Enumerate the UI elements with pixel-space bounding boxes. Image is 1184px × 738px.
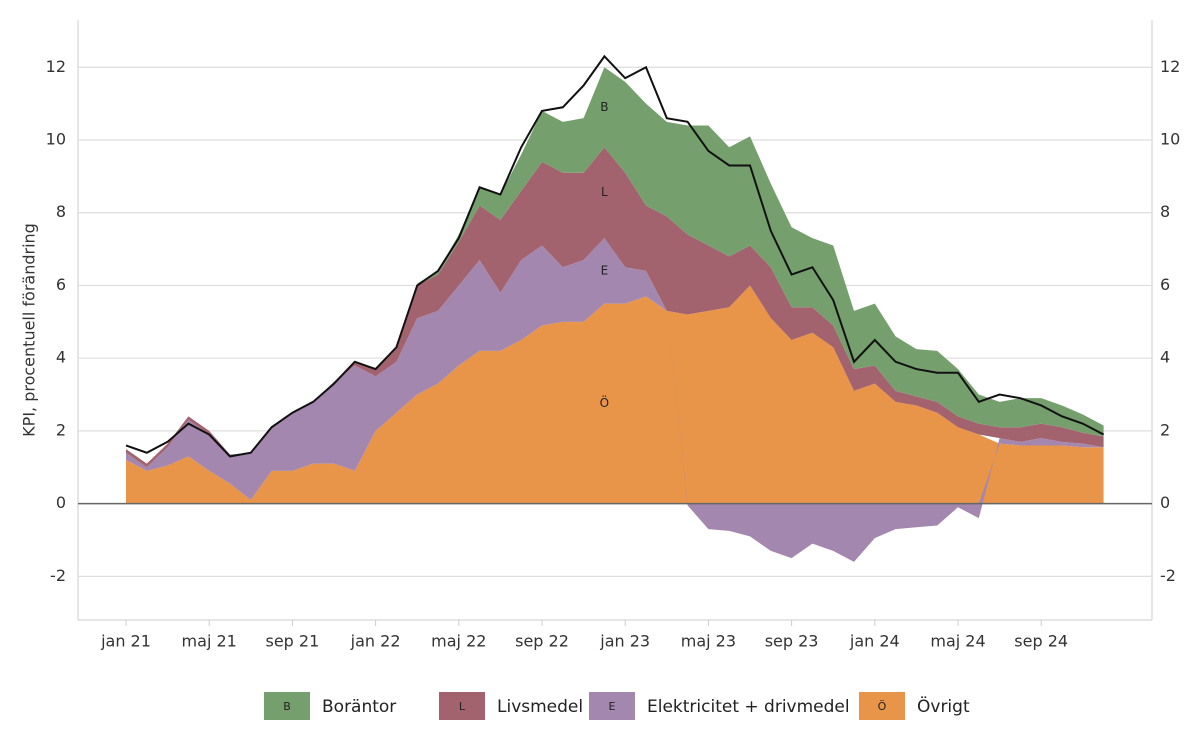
y-tick-label: 4 xyxy=(56,348,66,367)
y2-tick-label: 6 xyxy=(1160,275,1170,294)
area xyxy=(126,238,1104,562)
legend-letter: B xyxy=(283,700,291,713)
x-tick-label: sep 23 xyxy=(765,632,819,651)
area xyxy=(126,147,1104,468)
legend-letter: Ö xyxy=(878,700,887,713)
area-letter: Ö xyxy=(600,394,609,410)
legend-label: Övrigt xyxy=(917,695,970,717)
y-axis-label: KPI, procentuell förändring xyxy=(20,223,39,437)
y2-tick-label: 12 xyxy=(1160,57,1180,76)
y2-tick-label: 10 xyxy=(1160,130,1180,149)
legend-letter: E xyxy=(609,700,616,713)
y2-tick-label: 4 xyxy=(1160,348,1170,367)
area xyxy=(126,285,1104,504)
legend-swatch xyxy=(264,692,310,720)
area xyxy=(126,67,1104,464)
y-tick-label: 10 xyxy=(46,130,66,149)
x-tick-label: jan 22 xyxy=(350,632,401,651)
area-letter: L xyxy=(601,185,608,199)
legend-swatch xyxy=(439,692,485,720)
x-tick-label: sep 22 xyxy=(515,632,569,651)
legend-label: Elektricitet + drivmedel xyxy=(647,697,850,717)
legend-label: Boräntor xyxy=(322,697,396,717)
x-tick-label: maj 24 xyxy=(930,632,985,651)
x-tick-label: sep 21 xyxy=(266,632,320,651)
x-tick-label: jan 23 xyxy=(599,632,650,651)
y-tick-label: 2 xyxy=(56,420,66,439)
x-tick-label: jan 21 xyxy=(100,632,151,651)
x-tick-label: jan 24 xyxy=(849,632,900,651)
legend-swatch xyxy=(859,692,905,720)
legend-letter: L xyxy=(459,700,466,713)
y2-tick-label: 0 xyxy=(1160,493,1170,512)
legend-swatch xyxy=(589,692,635,720)
x-tick-label: maj 22 xyxy=(431,632,486,651)
y-tick-label: 6 xyxy=(56,275,66,294)
legend-label: Livsmedel xyxy=(497,697,583,717)
total-line xyxy=(125,54,1105,458)
y-tick-label: 0 xyxy=(56,493,66,512)
y2-tick-label: 8 xyxy=(1160,202,1170,221)
y2-tick-label: -2 xyxy=(1160,566,1176,585)
x-tick-label: maj 23 xyxy=(681,632,736,651)
y-tick-label: 12 xyxy=(46,57,66,76)
y-tick-label: 8 xyxy=(56,202,66,221)
y-tick-label: -2 xyxy=(50,566,66,585)
area-letter: B xyxy=(600,100,608,114)
x-tick-label: sep 24 xyxy=(1014,632,1068,651)
area-letter: E xyxy=(601,263,609,277)
y2-tick-label: 2 xyxy=(1160,420,1170,439)
x-tick-label: maj 21 xyxy=(182,632,237,651)
